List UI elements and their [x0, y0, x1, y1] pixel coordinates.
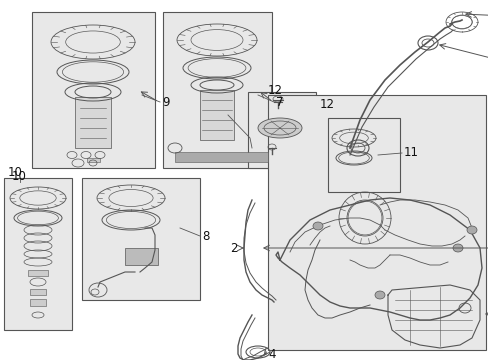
Bar: [30, 289, 46, 295]
Bar: [75, 97, 111, 148]
Text: 12: 12: [267, 84, 283, 96]
Bar: [327, 118, 399, 192]
Bar: [4, 178, 72, 330]
Text: 10: 10: [12, 170, 27, 183]
Bar: [247, 92, 315, 168]
Bar: [175, 152, 267, 162]
Text: 2: 2: [230, 242, 238, 255]
Text: 12: 12: [319, 99, 334, 112]
Ellipse shape: [452, 244, 462, 252]
Text: 11: 11: [403, 147, 418, 159]
Ellipse shape: [466, 226, 476, 234]
Text: 8: 8: [202, 230, 209, 243]
Bar: [82, 178, 200, 300]
Bar: [30, 299, 46, 306]
Text: 7: 7: [275, 95, 283, 108]
Bar: [125, 248, 158, 265]
Text: 4: 4: [267, 348, 275, 360]
Ellipse shape: [374, 291, 384, 299]
Ellipse shape: [312, 222, 323, 230]
Bar: [87, 158, 100, 162]
Text: 9: 9: [162, 95, 169, 108]
Ellipse shape: [258, 118, 302, 138]
Bar: [200, 90, 234, 140]
Bar: [32, 12, 155, 168]
Bar: [28, 270, 48, 276]
Bar: [163, 12, 271, 168]
Text: 10: 10: [8, 166, 23, 179]
Bar: [267, 95, 485, 350]
